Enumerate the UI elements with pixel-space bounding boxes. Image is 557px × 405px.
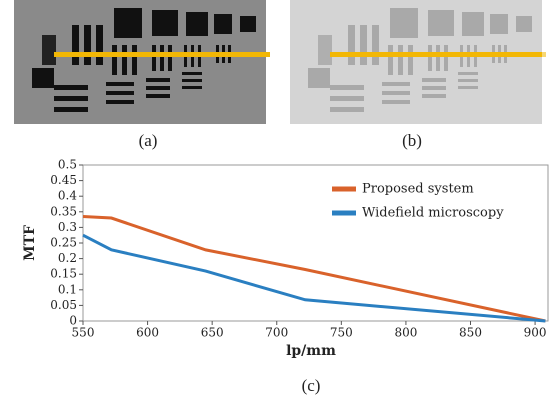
y-tick-label: 0.3 — [58, 220, 77, 234]
series-line — [82, 233, 546, 323]
caption-b: (b) — [402, 131, 422, 150]
x-tick-label: 700 — [265, 326, 288, 340]
x-tick-label: 650 — [201, 326, 224, 340]
y-tick-label: 0.25 — [50, 236, 77, 250]
caption-a: (a) — [139, 131, 158, 150]
x-tick-label: 600 — [136, 326, 159, 340]
x-tick-label: 800 — [394, 326, 417, 340]
y-tick-label: 0.35 — [50, 204, 77, 218]
y-tick-label: 0.05 — [50, 298, 77, 312]
y-tick-label: 0.5 — [58, 158, 77, 172]
x-tick-label: 550 — [72, 326, 95, 340]
y-tick-label: 0.4 — [58, 189, 77, 203]
x-tick-label: 850 — [459, 326, 482, 340]
y-tick-label: 0.15 — [50, 267, 77, 281]
legend-label: Proposed system — [362, 182, 474, 197]
y-tick-label: 0 — [69, 314, 77, 328]
image-b-line — [330, 52, 542, 57]
image-b-tint — [290, 0, 542, 124]
plot-frame — [82, 164, 549, 322]
y-tick-label: 0.1 — [58, 282, 77, 296]
series-line — [82, 214, 546, 323]
y-tick-label: 0.2 — [58, 251, 77, 265]
legend-label: Widefield microscopy — [362, 206, 504, 221]
y-axis-label: MTF — [22, 225, 38, 261]
y-tick-label: 0.45 — [50, 173, 77, 187]
x-tick-label: 900 — [524, 326, 547, 340]
x-tick-label: 750 — [330, 326, 353, 340]
caption-c: (c) — [302, 376, 321, 395]
image-a — [14, 0, 270, 124]
x-axis-label: lp/mm — [286, 343, 336, 359]
